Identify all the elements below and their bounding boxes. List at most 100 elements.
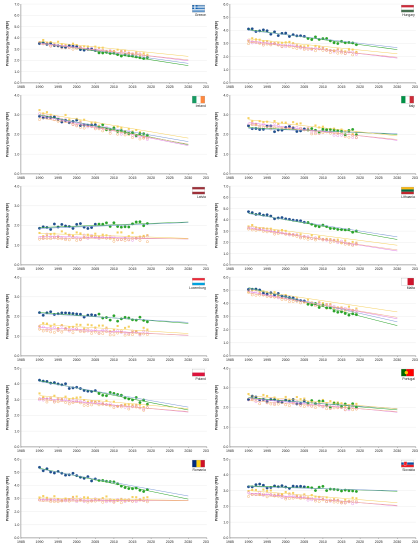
y-tick-label: 1.0 <box>14 243 19 247</box>
x-tick-label: 2000 <box>282 176 290 180</box>
data-point-secondary <box>64 327 67 330</box>
data-point-main <box>64 224 68 228</box>
data-point-secondary <box>258 227 261 230</box>
data-point-secondary <box>351 408 355 412</box>
data-point-main <box>250 27 254 31</box>
x-tick-label: 1995 <box>263 540 271 544</box>
data-point-secondary <box>45 111 48 114</box>
data-point-secondary <box>317 301 321 305</box>
x-tick-label: 2000 <box>282 540 290 544</box>
data-point-secondary <box>53 331 56 334</box>
trend-line <box>39 43 189 61</box>
chart-panel-portugal: 0.0 1.0 2.0 3.0 4.0 1985 1990 1995 2000 2005 2010 2… <box>214 366 418 453</box>
data-point-secondary <box>131 136 134 139</box>
data-point-secondary <box>280 121 284 124</box>
x-tick-label: 2000 <box>282 449 290 453</box>
data-point-secondary <box>116 125 119 128</box>
y-axis-label: Primary Energy Factor (PEF) <box>214 385 218 430</box>
data-point-secondary <box>124 403 127 406</box>
x-tick-label: 2025 <box>166 176 174 180</box>
trend-line <box>248 228 398 251</box>
data-point-secondary <box>247 490 250 493</box>
data-point-secondary <box>75 239 79 242</box>
trend-line <box>248 213 398 238</box>
data-point-secondary <box>336 134 340 137</box>
y-tick-label: 0.0 <box>14 81 19 85</box>
data-point-secondary <box>258 291 261 294</box>
data-point-secondary <box>340 402 343 405</box>
country-flag <box>192 368 205 377</box>
x-tick-label: 2030 <box>184 540 192 544</box>
trend-line <box>39 42 189 64</box>
x-tick-label: 2030 <box>393 85 401 89</box>
trend-line <box>248 492 398 507</box>
trend-line <box>248 490 398 503</box>
trend-line <box>248 494 398 506</box>
y-tick-label: 4.0 <box>14 93 19 97</box>
data-point-secondary <box>79 330 82 333</box>
data-point-secondary <box>45 232 49 236</box>
data-point-secondary <box>64 232 67 235</box>
y-tick-label: 5.0 <box>14 470 19 474</box>
x-tick-label: 1995 <box>54 540 62 544</box>
data-point-main <box>67 311 71 315</box>
data-point-secondary <box>82 126 86 130</box>
x-tick-label: 2035 <box>203 85 209 89</box>
chart-panel-lithuania: 0.0 1.0 2.0 3.0 4.0 5.0 6.0 7.0 1985 1990 1995 2000… <box>214 184 418 271</box>
data-point-secondary <box>262 120 265 123</box>
data-point-secondary <box>306 298 310 301</box>
y-tick-label: 7.0 <box>223 184 228 188</box>
data-point-secondary <box>299 495 302 498</box>
data-point-main <box>332 41 336 45</box>
x-tick-label: 2015 <box>129 358 137 362</box>
data-point-secondary <box>280 493 284 496</box>
x-tick-label: 2020 <box>356 85 364 89</box>
data-point-secondary <box>314 495 317 498</box>
data-point-secondary <box>38 237 41 241</box>
data-point-secondary <box>56 500 60 504</box>
x-tick-label: 2000 <box>73 540 81 544</box>
data-point-secondary <box>247 42 250 46</box>
y-tick-label: 3.0 <box>14 398 19 402</box>
data-point-main <box>299 484 303 488</box>
x-tick-label: 2020 <box>356 449 364 453</box>
data-point-secondary <box>340 306 343 309</box>
data-point-secondary <box>82 330 86 334</box>
data-point-main <box>93 313 97 317</box>
x-tick-label: 2000 <box>73 358 81 362</box>
x-tick-label: 1995 <box>54 176 62 180</box>
x-tick-label: 1990 <box>245 176 253 180</box>
x-tick-label: 2035 <box>412 267 418 271</box>
data-point-secondary <box>127 333 131 336</box>
data-point-main <box>108 318 112 322</box>
data-point-secondary <box>101 324 104 327</box>
y-tick-label: 6.0 <box>14 14 19 18</box>
data-point-secondary <box>71 234 75 237</box>
data-point-secondary <box>120 49 123 53</box>
y-tick-label: 4.0 <box>14 484 19 488</box>
data-point-secondary <box>86 496 89 499</box>
x-tick-label: 2000 <box>73 267 81 271</box>
data-point-main <box>116 319 120 323</box>
country-flag <box>192 186 205 195</box>
y-tick-label: 6.0 <box>223 2 228 6</box>
trend-line <box>39 40 189 57</box>
x-tick-label: 1990 <box>245 358 253 362</box>
data-point-secondary <box>343 309 347 313</box>
x-tick-label: 2025 <box>166 449 174 453</box>
data-point-secondary <box>75 231 78 234</box>
data-point-secondary <box>336 498 339 501</box>
data-point-secondary <box>53 500 56 503</box>
data-point-secondary <box>328 51 332 54</box>
data-point-secondary <box>79 45 82 48</box>
data-point-secondary <box>247 495 250 498</box>
data-point-secondary <box>90 121 93 124</box>
data-point-secondary <box>60 230 63 233</box>
x-tick-label: 2010 <box>110 358 118 362</box>
data-point-secondary <box>295 47 299 50</box>
data-point-secondary <box>310 132 314 136</box>
y-tick-label: 6.0 <box>14 457 19 461</box>
chart-panel-italy: 0.0 1.0 2.0 3.0 4.0 1985 1990 1995 2000 2005 2010 2… <box>214 93 418 180</box>
chart-panel-poland: 0.0 1.0 2.0 3.0 4.0 5.0 1985 1990 1995 2000 2005 20… <box>5 366 209 453</box>
data-point-secondary <box>288 300 291 304</box>
